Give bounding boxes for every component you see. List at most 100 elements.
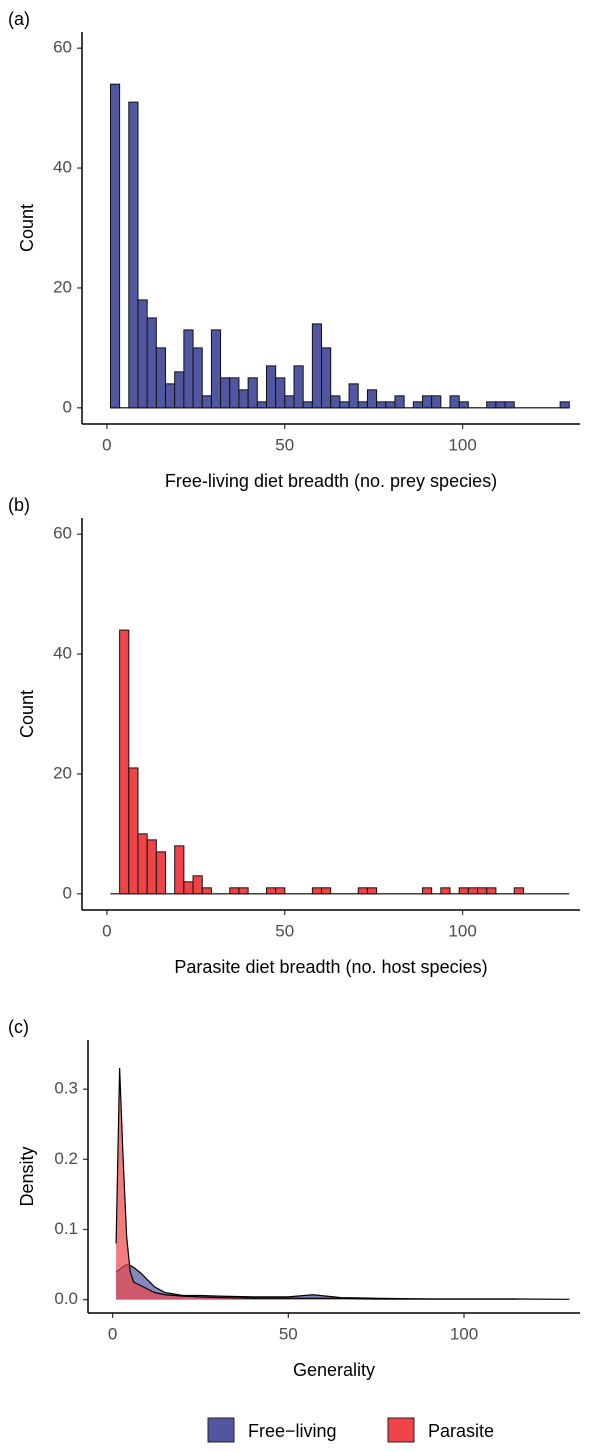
bar <box>412 401 423 409</box>
bar <box>366 389 378 409</box>
panel-label: (a) <box>8 9 30 29</box>
bar <box>440 887 451 895</box>
bar <box>477 887 488 895</box>
x-tick-label: 100 <box>448 435 476 454</box>
bar <box>229 887 240 895</box>
y-axis-label: Count <box>17 204 37 252</box>
bar <box>119 629 130 895</box>
bar <box>458 887 469 895</box>
bar <box>210 329 222 409</box>
panel-label: (c) <box>8 1017 29 1037</box>
bar <box>311 323 323 409</box>
bar <box>421 887 433 895</box>
panel-label: (b) <box>8 495 30 515</box>
bar <box>155 347 167 409</box>
bar <box>321 347 332 409</box>
legend-key <box>387 1417 415 1443</box>
x-tick-label: 50 <box>275 921 294 940</box>
y-tick-label: 0 <box>63 397 72 416</box>
bar <box>321 887 332 895</box>
bar <box>183 881 194 895</box>
x-axis-label: Generality <box>293 1360 375 1380</box>
bar <box>421 395 433 409</box>
x-tick-label: 100 <box>448 921 476 940</box>
bar <box>275 887 286 895</box>
bar <box>376 401 387 409</box>
bar <box>293 365 304 409</box>
bar <box>495 401 506 409</box>
y-tick-label: 0.3 <box>54 1079 78 1098</box>
bar <box>311 887 323 895</box>
bar <box>486 887 497 895</box>
y-tick-label: 0.1 <box>54 1219 78 1238</box>
density-line <box>115 1263 570 1300</box>
bar <box>174 845 185 895</box>
x-tick-label: 0 <box>102 435 111 454</box>
y-axis-label: Density <box>17 1146 37 1206</box>
bar <box>238 389 249 409</box>
bar <box>192 347 203 409</box>
x-tick-label: 0 <box>108 1324 117 1343</box>
y-tick-label: 20 <box>53 277 72 296</box>
bar <box>174 371 185 409</box>
legend-label: Parasite <box>428 1421 494 1441</box>
y-tick-label: 0.0 <box>54 1289 78 1308</box>
y-tick-label: 0 <box>63 883 72 902</box>
bar <box>394 395 405 409</box>
bar <box>238 887 249 895</box>
bar <box>559 401 570 409</box>
bar <box>265 887 277 895</box>
x-tick-label: 100 <box>450 1324 478 1343</box>
legend-key <box>207 1417 235 1443</box>
bar <box>265 365 277 409</box>
x-tick-label: 50 <box>279 1324 298 1343</box>
bar <box>220 377 231 409</box>
bar <box>458 401 469 409</box>
bar <box>165 383 176 409</box>
bar <box>302 401 313 409</box>
bar <box>229 377 240 409</box>
density-line <box>115 1068 517 1300</box>
bar <box>146 839 157 895</box>
density-fill <box>116 1264 570 1300</box>
bar <box>348 383 359 409</box>
bar <box>449 395 460 409</box>
bar <box>385 401 396 409</box>
bar <box>109 83 121 409</box>
bar <box>128 767 139 895</box>
bar <box>339 401 350 409</box>
bar <box>357 887 368 895</box>
bar <box>486 401 497 409</box>
bar <box>201 395 212 409</box>
bar <box>431 395 442 409</box>
y-tick-label: 40 <box>53 158 72 177</box>
bar <box>467 887 479 895</box>
bar <box>183 329 194 409</box>
x-axis-label: Free-living diet breadth (no. prey speci… <box>165 471 497 491</box>
bar <box>155 851 167 895</box>
bar <box>357 401 368 409</box>
bar <box>275 377 286 409</box>
bar <box>201 887 212 895</box>
bar <box>128 101 139 409</box>
x-axis-label: Parasite diet breadth (no. host species) <box>174 957 487 977</box>
bar <box>284 395 295 409</box>
bar <box>146 317 157 409</box>
bar <box>513 887 524 895</box>
y-tick-label: 60 <box>53 524 72 543</box>
bar <box>192 875 203 895</box>
bar <box>137 833 148 895</box>
y-tick-label: 20 <box>53 763 72 782</box>
legend-label: Free−living <box>248 1421 337 1441</box>
y-axis-label: Count <box>17 690 37 738</box>
y-tick-label: 0.2 <box>54 1149 78 1168</box>
bar <box>247 377 258 409</box>
bar <box>366 887 378 895</box>
bar <box>137 299 148 409</box>
bar <box>504 401 515 409</box>
density-fill <box>116 1068 517 1300</box>
y-tick-label: 40 <box>53 644 72 663</box>
x-tick-label: 50 <box>275 435 294 454</box>
y-tick-label: 60 <box>53 38 72 57</box>
